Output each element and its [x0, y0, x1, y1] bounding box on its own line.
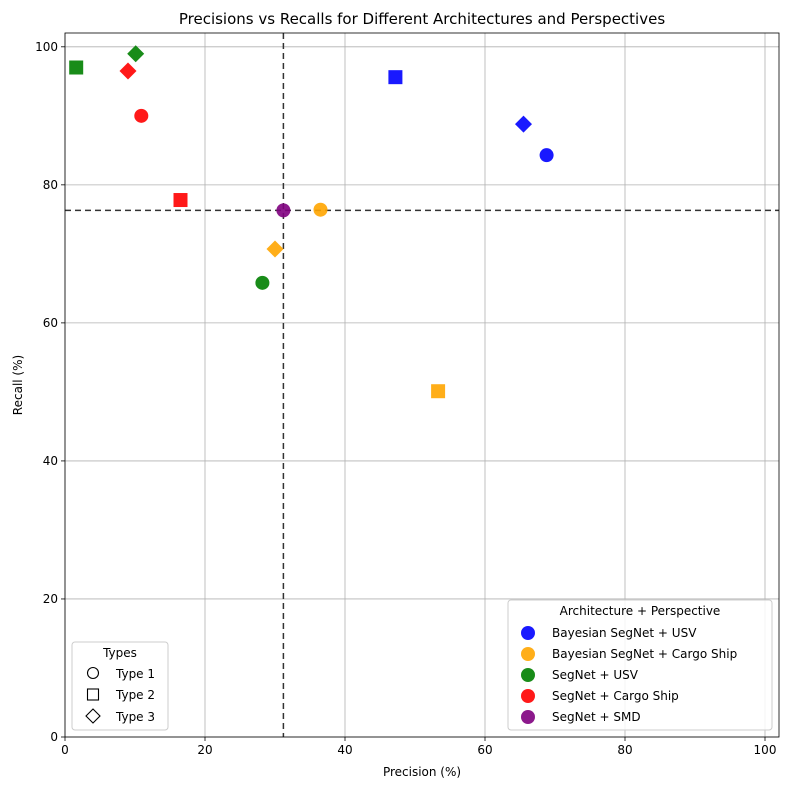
y-axis-ticks: 0 20 40 60 80 100 [35, 40, 65, 744]
types-legend-box [71, 641, 169, 731]
type-1-marker [86, 666, 100, 680]
type-3-label: Type 3 [115, 710, 155, 724]
series-legend-label: SegNet + Cargo Ship [552, 689, 679, 703]
y-tick-label: 0 [50, 730, 58, 744]
type-1-label: Type 1 [115, 667, 155, 681]
reference-lines [65, 33, 779, 737]
series-legend-title: Architecture + Perspective [560, 604, 721, 618]
data-point-square [173, 193, 188, 208]
y-axis-label: Recall (%) [11, 355, 25, 415]
data-point-circle [539, 148, 554, 163]
y-tick-label: 20 [43, 592, 58, 606]
data-point-diamond [127, 45, 145, 63]
y-tick-label: 80 [43, 178, 58, 192]
data-point-square [69, 60, 84, 75]
y-tick-label: 100 [35, 40, 58, 54]
data-point-circle [313, 202, 328, 217]
data-point-diamond [266, 240, 284, 258]
series-legend-box [507, 599, 773, 731]
series-legend-label: SegNet + SMD [552, 710, 641, 724]
types-legend-title: Types [102, 646, 137, 660]
data-point-square [431, 384, 446, 399]
type-2-label: Type 2 [115, 688, 155, 702]
x-tick-label: 100 [754, 743, 777, 757]
types-legend: Types Type 1 Type 2 Type 3 [71, 641, 169, 731]
data-point-circle [276, 203, 291, 218]
series-legend-marker [521, 626, 535, 640]
series-legend: Architecture + Perspective Bayesian SegN… [507, 599, 773, 731]
series-legend-label: Bayesian SegNet + Cargo Ship [552, 647, 737, 661]
plot-frame [64, 32, 780, 738]
data-points [69, 45, 554, 399]
data-point-diamond [515, 115, 532, 133]
series-legend-label: SegNet + USV [552, 668, 639, 682]
y-tick-label: 40 [43, 454, 58, 468]
series-legend-marker [521, 647, 535, 661]
series-legend-marker [521, 710, 535, 724]
x-tick-label: 80 [617, 743, 632, 757]
series-legend-marker [521, 689, 535, 703]
chart-title: Precisions vs Recalls for Different Arch… [179, 10, 665, 28]
grid-lines [64, 33, 779, 738]
x-tick-label: 0 [61, 743, 69, 757]
x-tick-label: 40 [337, 743, 352, 757]
x-axis-ticks: 0 20 40 60 80 100 [61, 737, 776, 757]
type-2-marker [86, 688, 100, 701]
series-legend-entries: Bayesian SegNet + USV Bayesian SegNet + C… [521, 626, 737, 724]
type-3-marker [85, 708, 101, 724]
x-tick-label: 60 [477, 743, 492, 757]
series-legend-marker [521, 668, 535, 682]
data-point-square [388, 70, 403, 85]
y-tick-label: 60 [43, 316, 58, 330]
data-point-circle [255, 275, 270, 290]
x-axis-label: Precision (%) [383, 765, 461, 779]
x-tick-label: 20 [197, 743, 212, 757]
data-point-diamond [119, 62, 137, 80]
data-point-circle [134, 108, 149, 123]
series-legend-label: Bayesian SegNet + USV [552, 626, 697, 640]
